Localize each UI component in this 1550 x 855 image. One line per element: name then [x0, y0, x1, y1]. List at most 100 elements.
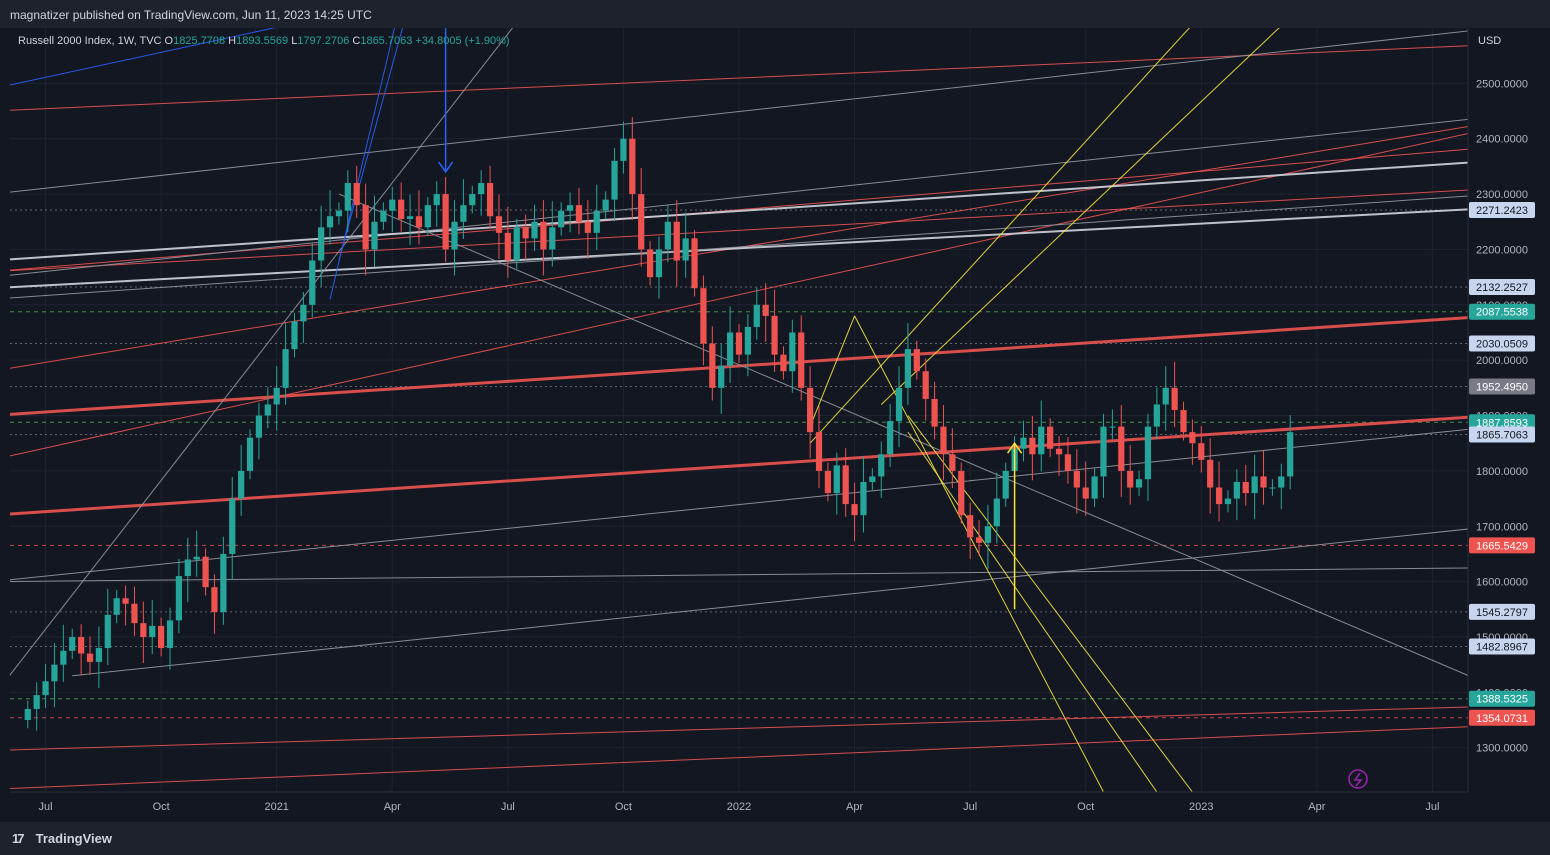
candle-body: [229, 498, 236, 554]
candle-body: [424, 205, 431, 228]
price-badge-label: 2132.2527: [1476, 282, 1528, 294]
candle-body: [531, 221, 538, 239]
candle-body: [1029, 437, 1036, 455]
tradingview-brand[interactable]: 17 TradingView: [12, 831, 112, 846]
x-tick-label: Apr: [384, 801, 401, 813]
y-tick-label: 2000.0000: [1476, 355, 1528, 367]
candle-body: [958, 470, 965, 516]
candle-body: [575, 205, 583, 222]
price-badge-label: 1952.4950: [1476, 381, 1528, 393]
candle-body: [1020, 437, 1027, 449]
price-badge: [1469, 537, 1535, 554]
price-badge-label: 2087.5538: [1476, 307, 1528, 319]
trendline: [809, 28, 1190, 444]
candle-body: [798, 332, 805, 388]
candle-body: [51, 664, 58, 682]
candle-body: [522, 227, 529, 239]
candle-body: [273, 387, 280, 405]
y-tick-label: 1700.0000: [1476, 521, 1528, 533]
lightning-icon: [1348, 769, 1368, 789]
candles: [24, 117, 1294, 731]
candle-body: [149, 625, 156, 637]
candle-body: [1162, 387, 1169, 405]
tradingview-logo-icon: 17: [12, 831, 24, 846]
candle-body: [629, 138, 636, 195]
candle-body: [851, 504, 858, 516]
candle-body: [718, 365, 725, 388]
price-badge: [1469, 414, 1535, 431]
price-badge: [1469, 426, 1535, 443]
candle-body: [646, 249, 654, 278]
candle-body: [1047, 426, 1054, 449]
x-tick-label: Jul: [963, 801, 977, 813]
open-value: 1825.7708: [173, 35, 226, 47]
trendline: [72, 528, 1468, 677]
candle-body: [1198, 443, 1205, 460]
trendline: [880, 28, 1280, 405]
trendline: [10, 706, 1468, 751]
candle-body: [869, 476, 876, 482]
trendline: [10, 30, 1468, 193]
x-tick-label: Jul: [501, 801, 515, 813]
candle-body: [122, 598, 129, 604]
candle-body: [104, 614, 111, 649]
candle-body: [620, 138, 627, 161]
candle-body: [735, 332, 743, 355]
currency-label: USD: [1478, 35, 1501, 47]
candle-body: [593, 210, 600, 233]
candle-body: [318, 227, 325, 261]
price-badge-label: 1388.5325: [1476, 694, 1528, 706]
candle-body: [566, 205, 574, 211]
candle-body: [815, 432, 823, 471]
candle-body: [513, 227, 520, 261]
candle-body: [611, 160, 618, 200]
price-badge-label: 1887.8593: [1476, 417, 1528, 429]
candle-body: [744, 326, 752, 355]
candle-body: [904, 349, 912, 388]
candle-body: [335, 210, 343, 217]
price-badge: [1469, 638, 1535, 655]
candle-body: [549, 227, 556, 250]
candle-body: [860, 481, 867, 516]
candle-body: [264, 404, 271, 416]
y-tick-label: 2400.0000: [1476, 134, 1528, 146]
candle-body: [771, 315, 778, 355]
candle-body: [895, 387, 903, 422]
trendline: [809, 315, 856, 427]
trendline: [10, 428, 1468, 581]
candle-body: [1100, 426, 1107, 477]
candle-body: [913, 349, 920, 372]
arrow-head: [1006, 441, 1023, 454]
candle-body: [726, 332, 734, 366]
price-badge-label: 1354.0731: [1476, 713, 1528, 725]
candle-body: [789, 332, 796, 372]
candle-body: [24, 708, 31, 721]
candle-body: [158, 625, 165, 649]
candle-body: [1215, 487, 1223, 505]
candle-body: [1189, 432, 1196, 444]
candle-body: [540, 221, 547, 250]
candle-body: [193, 556, 200, 560]
candle-body: [238, 470, 245, 499]
low-value: 1797.2706: [297, 35, 350, 47]
x-tick-label: Oct: [615, 801, 632, 813]
price-chart[interactable]: USD1300.00001400.00001500.00001600.00001…: [0, 28, 1550, 822]
trendline: [10, 133, 1468, 457]
candle-body: [878, 454, 885, 477]
candle-body: [975, 537, 983, 543]
candle-body: [1233, 481, 1240, 499]
candle-body: [664, 221, 671, 250]
candle-body: [887, 421, 894, 455]
candle-body: [842, 465, 849, 505]
candle-body: [166, 620, 174, 649]
x-tick-label: 2021: [264, 801, 288, 813]
high-value: 1893.5569: [236, 35, 289, 47]
candle-body: [1118, 426, 1125, 471]
candle-body: [211, 587, 218, 613]
candle-body: [1287, 432, 1294, 477]
candle-body: [709, 343, 716, 388]
trendline: [10, 316, 1468, 416]
candle-body: [282, 349, 289, 388]
candle-body: [1002, 470, 1009, 499]
candle-body: [1038, 426, 1045, 455]
